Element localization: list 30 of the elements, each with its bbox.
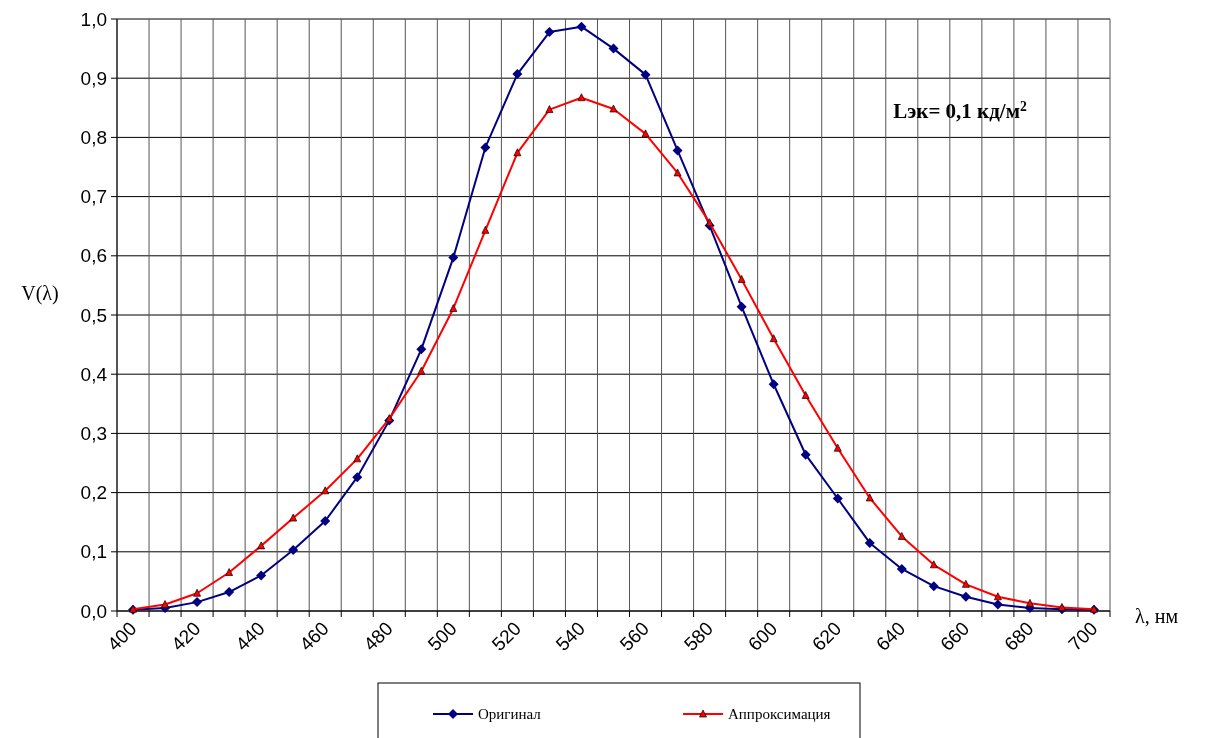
x-tick-label: 660 [936,617,974,655]
x-axis-title: λ, нм [1135,605,1179,627]
y-tick-label: 0,8 [80,127,107,149]
y-tick-label: 0,7 [80,186,107,208]
x-tick-label: 560 [615,617,654,655]
y-tick-label: 1,0 [80,8,107,30]
annotation: Lэк= 0,1 кд/м$^{2}$ [893,98,1027,123]
x-tick-label: 580 [679,617,718,655]
y-tick-label: 0,2 [80,482,107,504]
y-axis-title: V(λ) [21,282,59,305]
x-tick-label: 500 [423,617,461,655]
x-tick-label: 460 [295,617,333,655]
x-tick-label: 700 [1064,617,1102,655]
y-tick-label: 0,3 [80,423,107,445]
x-tick-label: 680 [1000,617,1038,655]
x-tick-label: 600 [743,617,782,655]
y-tick-label: 0,9 [80,67,107,89]
x-tick-label: 520 [487,617,525,655]
y-tick-label: 0,5 [80,304,107,326]
legend-label: Оригинал [478,706,542,723]
y-tick-label: 0,1 [80,541,107,563]
legend-label: Аппроксимация [728,706,831,723]
y-tick-label: 0,4 [80,363,108,385]
x-tick-label: 420 [167,617,205,655]
x-tick-label: 620 [807,617,846,655]
x-tick-label: 540 [551,617,589,655]
x-tick-label: 480 [359,617,397,655]
x-tick-label: 640 [872,617,910,655]
y-tick-label: 0,6 [80,245,107,267]
x-tick-label: 440 [231,617,269,655]
